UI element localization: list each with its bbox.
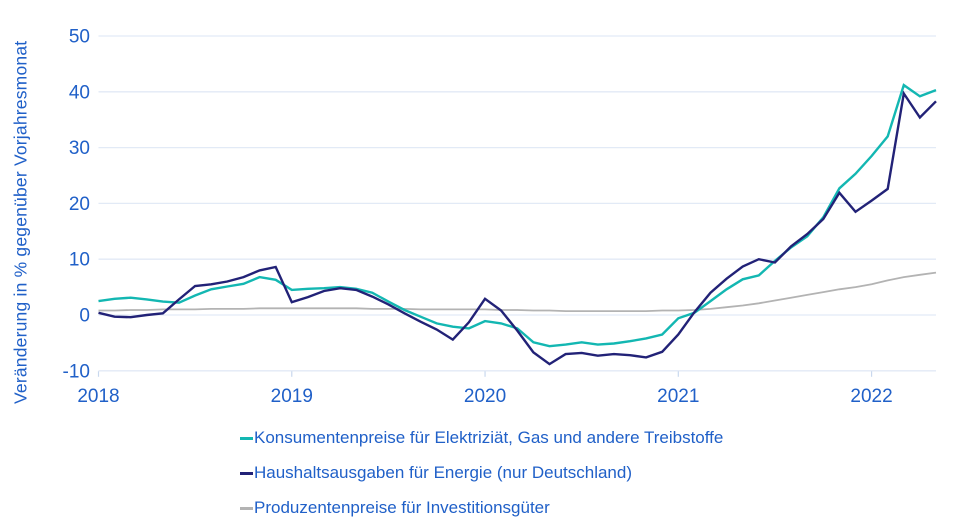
x-tick-label: 2022 [850, 386, 892, 407]
y-tick-label: -10 [63, 361, 90, 382]
legend-item-produzentenpreise: Produzentenpreise für Investitionsgüter [240, 497, 723, 519]
y-tick-label: 20 [69, 194, 90, 215]
series-line-konsumentenpreise [98, 83, 937, 348]
x-tick-label: 2020 [464, 386, 506, 407]
legend-swatch-konsumentenpreise-icon [240, 436, 253, 440]
legend-swatch-haushaltsausgaben-icon [240, 471, 253, 475]
legend-label-haushaltsausgaben: Haushaltsausgaben für Energie (nur Deuts… [254, 463, 633, 482]
y-tick-label: 50 [69, 27, 90, 48]
legend-label-konsumentenpreise: Konsumentenpreise für Elektriziät, Gas u… [254, 428, 724, 447]
x-tick-label: 2018 [77, 386, 119, 407]
y-tick-label: 30 [69, 138, 90, 159]
y-tick-label: 0 [79, 306, 90, 327]
legend: Konsumentenpreise für Elektriziät, Gas u… [240, 427, 723, 519]
y-tick-label: 10 [69, 250, 90, 271]
legend-item-haushaltsausgaben: Haushaltsausgaben für Energie (nur Deuts… [240, 462, 723, 484]
x-tick-label: 2019 [271, 386, 313, 407]
series-line-produzentenpreise [98, 271, 937, 313]
legend-label-produzentenpreise: Produzentenpreise für Investitionsgüter [254, 498, 550, 517]
y-tick-label: 40 [69, 82, 90, 103]
legend-swatch-produzentenpreise-icon [240, 506, 253, 510]
series-line-haushaltsausgaben [98, 90, 937, 366]
legend-item-konsumentenpreise: Konsumentenpreise für Elektriziät, Gas u… [240, 427, 723, 449]
x-tick-label: 2021 [657, 386, 699, 407]
